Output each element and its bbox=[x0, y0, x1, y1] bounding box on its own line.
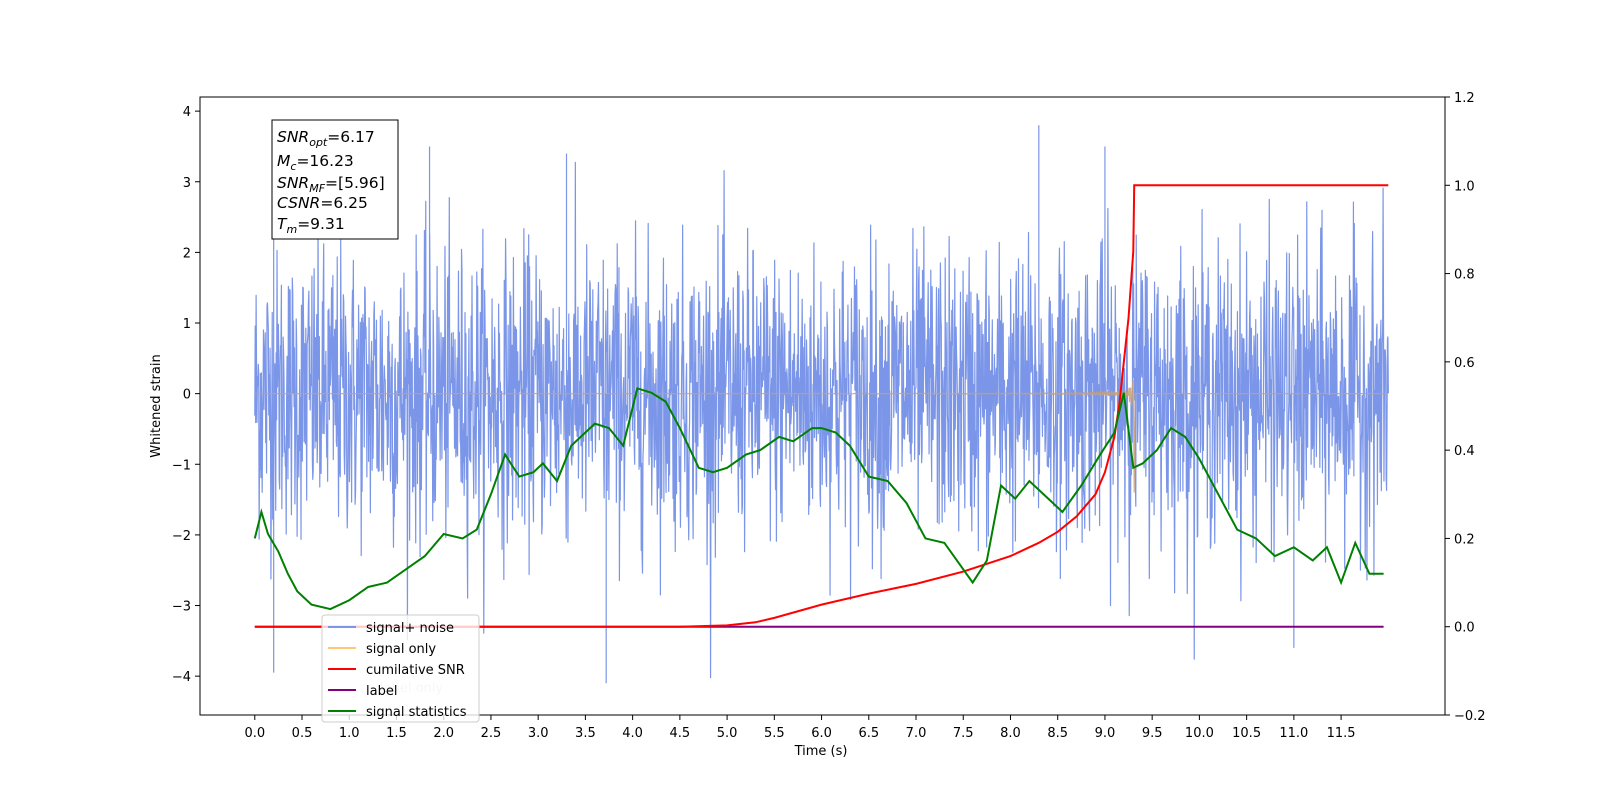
annotation-line: SNRMF=[5.96] bbox=[277, 174, 385, 195]
y2-tick-label: 0.4 bbox=[1454, 444, 1475, 459]
x-tick-label: 2.5 bbox=[481, 726, 502, 741]
x-tick-label: 9.5 bbox=[1142, 726, 1163, 741]
legend-label: cumilative SNR bbox=[366, 663, 465, 678]
y-tick-label: 0 bbox=[183, 388, 191, 403]
x-tick-label: 3.0 bbox=[528, 726, 549, 741]
annotation-line: Tm=9.31 bbox=[277, 215, 345, 236]
x-tick-label: 10.5 bbox=[1232, 726, 1261, 741]
x-tick-label: 6.0 bbox=[811, 726, 832, 741]
plot-area bbox=[253, 125, 1389, 684]
legend-frame bbox=[321, 614, 480, 723]
annotation-frame bbox=[271, 119, 399, 240]
y-tick-label: −3 bbox=[172, 600, 191, 615]
y2-tick-label: 1.2 bbox=[1454, 91, 1475, 106]
y2-tick-label: 0.6 bbox=[1454, 356, 1475, 371]
annotation-line: CSNR=6.25 bbox=[277, 194, 368, 212]
x-tick-label: 6.5 bbox=[858, 726, 879, 741]
series-cumulative-snr bbox=[254, 184, 1389, 628]
y-tick-label: −1 bbox=[172, 458, 191, 473]
y-axis-right: −0.2 0.0 0.2 0.4 0.6 0.8 1.0 1.2 bbox=[1445, 91, 1486, 724]
y-tick-label: 1 bbox=[183, 317, 191, 332]
annotation-line: SNRopt=6.17 bbox=[277, 128, 375, 149]
x-tick-label: 10.0 bbox=[1185, 726, 1214, 741]
x-tick-label: 3.5 bbox=[575, 726, 596, 741]
legend-label: signal only bbox=[366, 642, 436, 657]
x-axis-label: Time (s) bbox=[794, 744, 848, 759]
x-tick-label: 8.0 bbox=[1000, 726, 1021, 741]
x-tick-label: 4.5 bbox=[670, 726, 691, 741]
legend-label: signal+ noise bbox=[366, 621, 454, 636]
annotation-box: SNRopt=6.17 Mc=16.23SNRMF=[5.96]CSNR=6.25… bbox=[271, 119, 399, 240]
y2-tick-label: −0.2 bbox=[1454, 709, 1486, 724]
y2-tick-label: 1.0 bbox=[1454, 179, 1475, 194]
x-tick-label: 4.0 bbox=[622, 726, 643, 741]
annotation-line: Mc=16.23 bbox=[277, 152, 354, 173]
x-tick-label: 8.5 bbox=[1047, 726, 1068, 741]
y-tick-label: 4 bbox=[183, 105, 191, 120]
series-signal-noise bbox=[254, 125, 1389, 684]
legend-label: signal statistics bbox=[366, 705, 467, 720]
plot-frame bbox=[199, 96, 1446, 716]
legend-label: label bbox=[366, 684, 397, 699]
x-tick-label: 7.5 bbox=[953, 726, 974, 741]
x-tick-label: 0.5 bbox=[292, 726, 313, 741]
series-signal-only bbox=[254, 379, 1389, 493]
x-tick-label: 11.5 bbox=[1327, 726, 1356, 741]
y-tick-label: 2 bbox=[183, 246, 191, 261]
x-tick-label: 0.0 bbox=[244, 726, 265, 741]
y2-tick-label: 0.8 bbox=[1454, 268, 1475, 283]
x-tick-label: 1.0 bbox=[339, 726, 360, 741]
series-signal-statistics bbox=[253, 387, 1384, 611]
x-tick-label: 5.0 bbox=[717, 726, 738, 741]
y-axis-left: −4 −3 −2 −1 0 1 2 3 4 bbox=[172, 105, 200, 685]
x-tick-label: 2.0 bbox=[433, 726, 454, 741]
y-tick-label: 3 bbox=[183, 176, 191, 191]
x-tick-label: 7.0 bbox=[906, 726, 927, 741]
y-tick-label: −2 bbox=[172, 529, 191, 544]
x-tick-label: 1.5 bbox=[386, 726, 407, 741]
y2-tick-label: 0.2 bbox=[1454, 532, 1475, 547]
x-tick-label: 9.0 bbox=[1095, 726, 1116, 741]
y-tick-label: −4 bbox=[172, 670, 191, 685]
x-axis: 0.0 0.5 1.0 1.5 2.0 2.5 3.0 3.5 4.0 4.5 5.0 5.5 6.0 6… bbox=[244, 715, 1356, 741]
x-tick-label: 11.0 bbox=[1279, 726, 1308, 741]
y2-tick-label: 0.0 bbox=[1454, 621, 1475, 636]
y-axis-label: Whitened strain bbox=[149, 354, 164, 457]
x-tick-label: 5.5 bbox=[764, 726, 785, 741]
